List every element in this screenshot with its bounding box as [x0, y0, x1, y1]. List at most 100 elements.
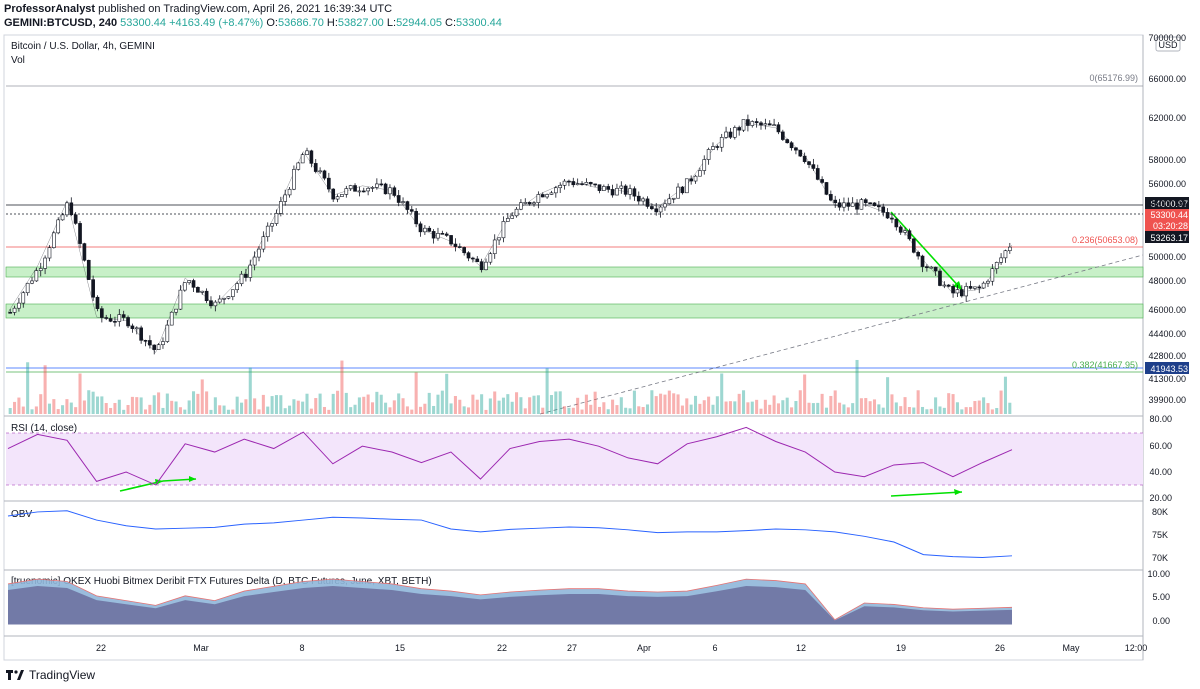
volume-bar — [130, 396, 134, 414]
delta-label: [truenomic] OKEX Huobi Bitmex Deribit FT… — [11, 576, 432, 587]
candle — [610, 189, 615, 196]
price-axis-label: 39900.00 — [1148, 395, 1186, 405]
high-label: H: — [326, 17, 338, 29]
volume-bar — [685, 398, 689, 414]
candle — [143, 340, 148, 342]
candle — [584, 182, 589, 185]
candle — [558, 184, 563, 189]
candle — [903, 230, 907, 233]
volume-bar — [855, 359, 859, 414]
volume-bar — [418, 406, 423, 414]
volume-bar — [960, 409, 964, 414]
candle — [597, 184, 602, 191]
candle — [178, 289, 183, 310]
volume-bar — [593, 391, 597, 414]
volume-bar — [283, 408, 287, 414]
candle — [134, 327, 139, 330]
candle — [680, 186, 685, 194]
candle — [763, 123, 768, 126]
volume-bar — [597, 406, 602, 414]
volume-bar — [859, 398, 863, 414]
volume-bar — [785, 397, 789, 414]
volume-bar — [43, 365, 47, 414]
candle — [973, 286, 977, 289]
volume-bar — [672, 393, 676, 414]
volume-bar — [152, 395, 156, 414]
volume-bar — [763, 399, 767, 414]
candle — [327, 177, 331, 190]
currency-badge[interactable] — [1155, 36, 1181, 52]
volume-bar — [366, 394, 370, 414]
price-axis-label: 58000.00 — [1148, 155, 1186, 165]
candle — [571, 181, 576, 186]
candle — [750, 121, 755, 126]
tradingview-footer[interactable]: TradingView — [6, 668, 95, 682]
volume-bar — [663, 394, 667, 414]
volume-bar — [838, 402, 842, 414]
candle — [69, 202, 74, 216]
volume-bar — [122, 409, 126, 414]
candle — [449, 235, 453, 245]
volume-bar — [165, 393, 169, 414]
delta-axis-label: 5.00 — [1152, 592, 1170, 602]
axes: 70000.00 66000.00 62000.00 58000.00 56000.00… — [96, 33, 1186, 653]
volume-bar — [938, 406, 942, 414]
author-name[interactable]: ProfessorAnalyst — [4, 3, 96, 15]
candle — [313, 163, 318, 172]
volume-bar — [475, 399, 479, 414]
candle — [938, 270, 942, 286]
volume-bar — [515, 392, 519, 414]
candle — [650, 206, 654, 210]
volume-bar — [872, 399, 877, 414]
candle — [562, 180, 567, 186]
volume-bar — [759, 408, 763, 414]
candle — [994, 262, 999, 269]
candle — [798, 149, 803, 157]
candle — [497, 237, 501, 241]
volume-bar — [357, 397, 361, 414]
volume-bar — [554, 391, 558, 414]
volume-bar — [467, 407, 471, 414]
volume-bar — [39, 394, 43, 414]
candle — [196, 287, 200, 293]
volume-bar — [864, 398, 868, 414]
candle — [689, 178, 693, 182]
candle — [911, 238, 916, 253]
candle — [239, 273, 244, 285]
price-axis-label: 42800.00 — [1148, 351, 1186, 361]
candle — [837, 202, 842, 208]
volume-bar — [235, 396, 239, 414]
volume-bar — [8, 408, 12, 414]
candle — [955, 289, 960, 294]
price-axis-label: 56000.00 — [1148, 179, 1186, 189]
price-series — [7, 114, 1013, 355]
volume-bar — [877, 404, 881, 414]
volume-bar — [244, 399, 248, 414]
volume-bar — [139, 397, 143, 414]
candle — [929, 266, 934, 269]
time-axis-label: 22 — [497, 643, 507, 653]
candle — [248, 264, 253, 278]
volume-bar — [659, 393, 663, 414]
candle — [532, 202, 536, 205]
candle — [942, 284, 947, 287]
candle — [549, 192, 554, 195]
volume-bar — [405, 406, 409, 414]
candle — [235, 283, 240, 291]
rsi-axis-label: 80.00 — [1149, 414, 1172, 424]
volume-bar — [253, 398, 257, 414]
candle — [91, 279, 95, 298]
candle — [719, 137, 724, 148]
candle — [540, 194, 545, 198]
candle — [619, 185, 624, 189]
candle — [169, 311, 174, 326]
volume-bar — [353, 404, 357, 414]
candle — [471, 257, 475, 260]
volume-bar — [143, 409, 148, 414]
volume-bar — [606, 409, 610, 414]
candle — [457, 246, 462, 248]
volume-bar — [318, 393, 322, 414]
volume-bar — [794, 401, 798, 414]
futures-delta — [7, 578, 1013, 625]
